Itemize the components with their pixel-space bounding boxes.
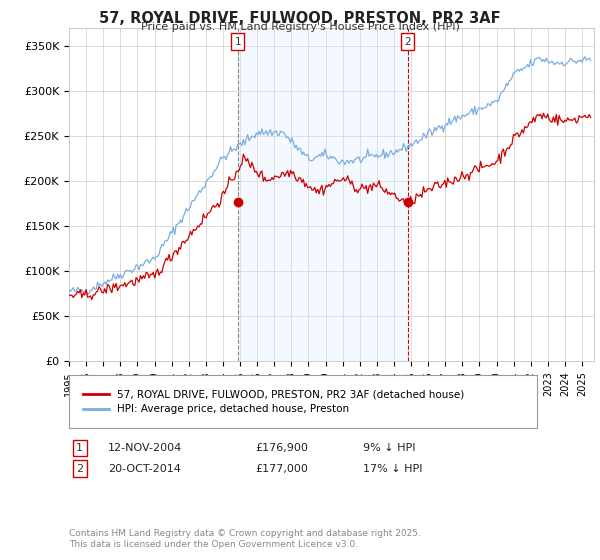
Text: 1: 1 bbox=[235, 36, 241, 46]
Text: £176,900: £176,900 bbox=[255, 443, 308, 453]
Text: 1: 1 bbox=[76, 443, 83, 453]
Text: Price paid vs. HM Land Registry's House Price Index (HPI): Price paid vs. HM Land Registry's House … bbox=[140, 22, 460, 32]
Text: 57, ROYAL DRIVE, FULWOOD, PRESTON, PR2 3AF: 57, ROYAL DRIVE, FULWOOD, PRESTON, PR2 3… bbox=[99, 11, 501, 26]
Text: 2: 2 bbox=[404, 36, 411, 46]
Legend: 57, ROYAL DRIVE, FULWOOD, PRESTON, PR2 3AF (detached house), HPI: Average price,: 57, ROYAL DRIVE, FULWOOD, PRESTON, PR2 3… bbox=[79, 385, 469, 418]
Text: £177,000: £177,000 bbox=[255, 464, 308, 474]
Text: 12-NOV-2004: 12-NOV-2004 bbox=[108, 443, 182, 453]
Text: Contains HM Land Registry data © Crown copyright and database right 2025.
This d: Contains HM Land Registry data © Crown c… bbox=[69, 529, 421, 549]
Bar bbox=[238, 28, 407, 361]
Text: 9% ↓ HPI: 9% ↓ HPI bbox=[363, 443, 415, 453]
Text: 17% ↓ HPI: 17% ↓ HPI bbox=[363, 464, 422, 474]
Text: 20-OCT-2014: 20-OCT-2014 bbox=[108, 464, 181, 474]
Text: 2: 2 bbox=[76, 464, 83, 474]
